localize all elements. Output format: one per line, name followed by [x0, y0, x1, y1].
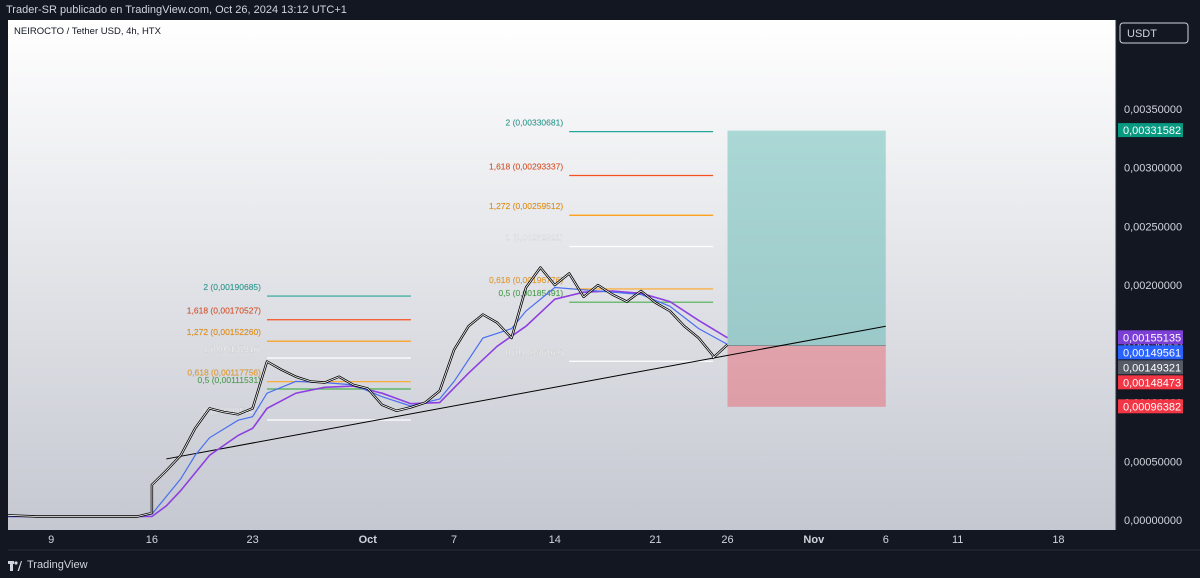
price-label-tag: 0,00149561 [1118, 345, 1183, 360]
ema-fast-line [8, 286, 728, 518]
price-label-tag: 0,00331582 [1118, 123, 1183, 138]
time-tick-label: 9 [48, 534, 54, 546]
price-label-text: 0,00148473 [1123, 377, 1181, 389]
time-tick-label: 26 [721, 534, 733, 546]
price-label-tag: 0,00155135 [1118, 330, 1183, 345]
time-tick-label: Nov [803, 534, 825, 546]
price-line [7, 267, 728, 517]
price-label-bg [1118, 375, 1183, 390]
fib-level-label: 0,5 (0,00185491) [498, 288, 563, 298]
price-tick-label: 0,00050000 [1124, 456, 1182, 468]
time-axis-panel[interactable] [8, 530, 1116, 550]
price-tick-label: 0,00000000 [1124, 515, 1182, 527]
chart-title: NEIROCTO / Tether USD, 4h, HTX [14, 26, 162, 37]
loss-zone[interactable] [727, 345, 886, 407]
chart-plot-area[interactable] [8, 20, 1116, 530]
fib-level-label: 0 (0,00135161) [506, 347, 564, 357]
fib-level-label: 0,618 (0,00196776) [489, 275, 563, 285]
time-tick-label: 16 [146, 534, 158, 546]
footer-brand: TradingView [27, 559, 88, 571]
publisher-text: Trader-SR publicado en TradingView.com, … [6, 4, 347, 16]
price-label-bg [1118, 399, 1183, 414]
profit-zone[interactable] [727, 130, 886, 346]
footer: TradingView [0, 553, 1200, 578]
fib-level-label: 1,272 (0,00259512) [489, 201, 563, 211]
fib-level-label: 1 (0,00232921) [506, 232, 564, 242]
price-label-bg [1118, 345, 1183, 360]
price-axis-panel[interactable] [1116, 20, 1200, 530]
trendline-tool[interactable] [166, 325, 886, 460]
price-label-tag: 0,00149321 [1118, 360, 1183, 375]
fib-level-label: 2 (0,00330681) [506, 118, 564, 128]
fib-level-label: 0,5 (0,00111531) [198, 375, 262, 385]
fib-extension-tools[interactable]: 2 (0,00190685) 1,618 (0,00170527) 1,272 (0… [187, 118, 714, 421]
fib-level-label: 1 (0,00137916) [203, 344, 261, 354]
price-label-bg [1118, 123, 1183, 138]
price-label-tag: 0,00148473 [1118, 375, 1183, 390]
price-label-text: 0,00096382 [1123, 401, 1181, 413]
publisher-header: Trader-SR publicado en TradingView.com, … [0, 0, 1200, 20]
time-tick-label: 18 [1052, 534, 1064, 546]
ema-slow-line [8, 290, 728, 518]
time-tick-label: Oct [359, 534, 378, 546]
support-trendline[interactable] [166, 325, 886, 460]
price-label-tag: 0,00096382 [1118, 399, 1183, 414]
price-label-bg [1118, 360, 1183, 375]
price-tick-label: 0,00200000 [1124, 280, 1182, 292]
time-tick-label: 7 [451, 534, 457, 546]
fib-level-label: 1,272 (0,00152260) [187, 327, 261, 337]
fib-level-label: 0 (0,00085147) [203, 406, 261, 416]
price-tick-label: 0,00350000 [1124, 104, 1182, 116]
currency-button[interactable]: USDT [1119, 22, 1189, 44]
fib-level-label: 2 (0,00190685) [203, 282, 261, 292]
price-label-text: 0,00331582 [1123, 125, 1181, 137]
price-labels: 0,00331582 0,00155135 0,00149561 0,00149321… [1118, 123, 1183, 414]
time-tick-label: 21 [649, 534, 661, 546]
time-tick-label: 11 [952, 534, 963, 546]
currency-label: USDT [1127, 28, 1157, 40]
fib-level-label: 1,618 (0,00293337) [489, 162, 563, 172]
price-label-bg [1118, 330, 1183, 345]
long-position-tool[interactable] [727, 130, 886, 407]
fib-level-label: 1,618 (0,00170527) [187, 306, 261, 316]
price-tick-label: 0,00250000 [1124, 221, 1182, 233]
price-label-text: 0,00149321 [1123, 362, 1181, 374]
price-label-text: 0,00149561 [1123, 347, 1181, 359]
tradingview-logo-icon [8, 560, 22, 571]
price-series [7, 266, 729, 518]
time-tick-label: 14 [549, 534, 561, 546]
fib-level-label: 0,618 (0,00117756) [187, 368, 261, 378]
price-tick-label: 0,00300000 [1124, 163, 1182, 175]
time-tick-label: 6 [883, 534, 889, 546]
price-label-text: 0,00155135 [1123, 332, 1181, 344]
time-axis[interactable]: 9 16 23 Oct 7 14 21 26 Nov 6 11 18 [48, 534, 1064, 546]
time-tick-label: 23 [246, 534, 258, 546]
